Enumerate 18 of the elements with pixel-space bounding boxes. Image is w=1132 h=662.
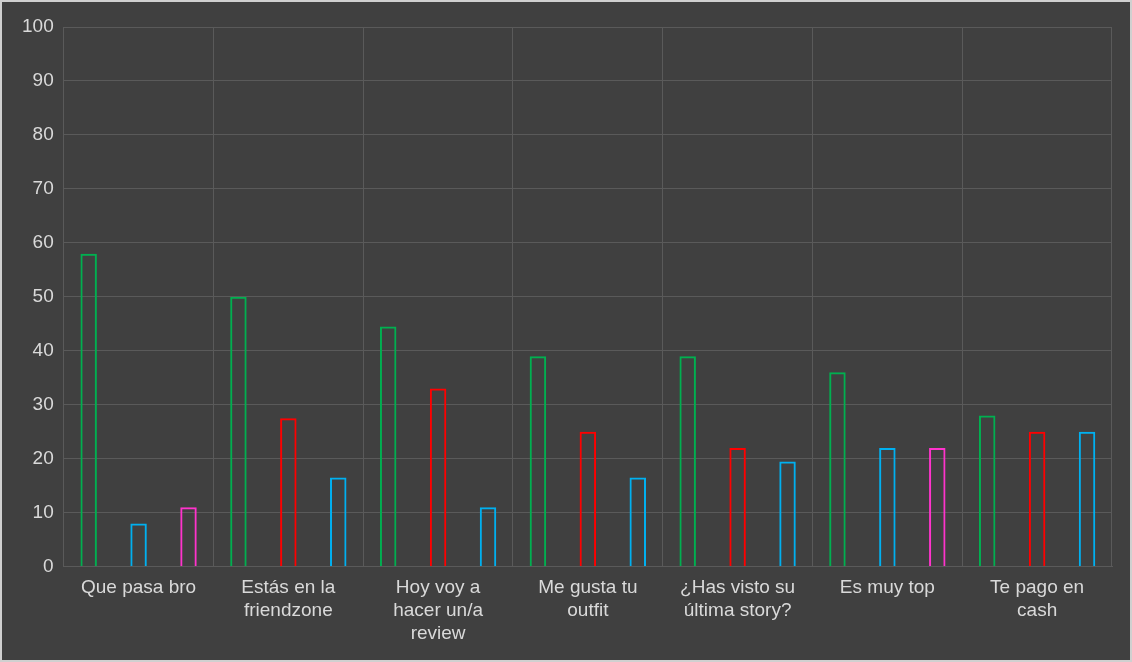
x-tick-label: Es muy top (839, 576, 935, 598)
x-tick-label: ¿Has visto su última story? (680, 576, 796, 621)
y-tick-label: 10 (32, 500, 54, 522)
y-tick-label: 60 (32, 231, 54, 253)
x-tick-label: Me gusta tu outfit (538, 576, 638, 621)
x-tick-label: Hoy voy a hacer un/a review (393, 576, 484, 643)
y-tick-label: 100 (22, 15, 54, 37)
y-tick-label: 30 (32, 392, 54, 414)
y-tick-label: 40 (32, 338, 54, 360)
y-tick-label: 50 (32, 285, 54, 307)
x-tick-label: Estás en la friendzone (241, 576, 336, 621)
y-tick-label: 0 (43, 554, 54, 576)
y-tick-label: 70 (32, 177, 54, 199)
x-tick-label: Que pasa bro (81, 576, 197, 598)
y-tick-label: 90 (32, 69, 54, 91)
y-tick-label: 20 (32, 446, 54, 468)
x-tick-label: Te pago en cash (990, 576, 1085, 621)
y-tick-label: 80 (32, 123, 54, 145)
